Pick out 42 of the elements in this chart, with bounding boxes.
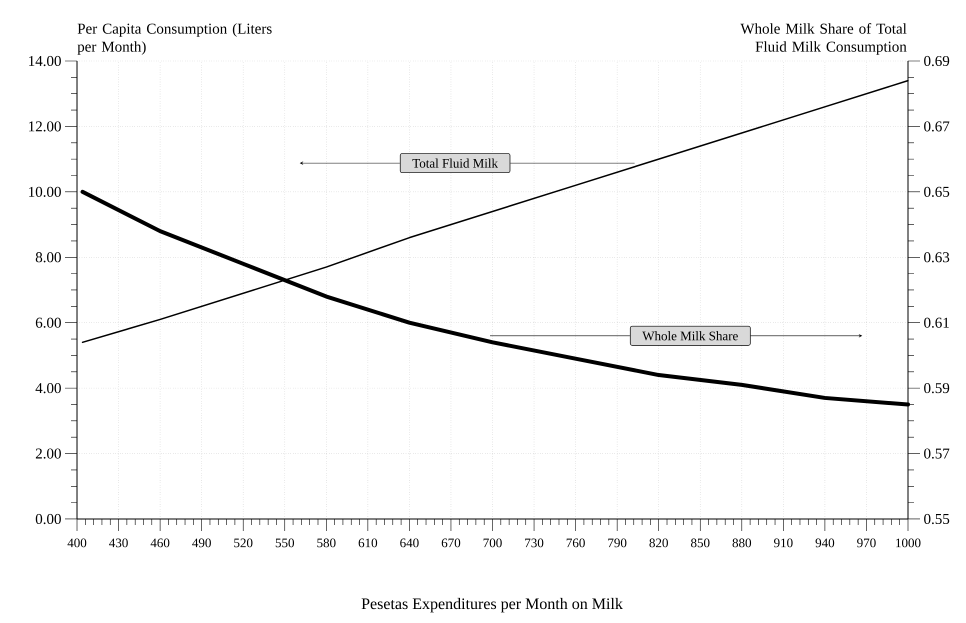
y-tick-label: 10.00: [29, 186, 61, 197]
x-tick-label: 760: [566, 538, 585, 548]
legend-label: Total Fluid Milk: [412, 158, 498, 168]
x-tick-label: 610: [358, 538, 378, 548]
x-tick-label: 790: [608, 538, 626, 548]
x-tick-label: 730: [525, 538, 544, 548]
x-tick-label: 580: [317, 538, 336, 548]
y-tick-label: 0.00: [36, 514, 61, 524]
y-axis-title: Per Capita Consumption (Liters per Month): [77, 23, 272, 55]
y-tick-label: 2.00: [36, 448, 61, 459]
x-tick-label: 520: [234, 538, 252, 548]
y2-tick-label: 0.57: [924, 448, 950, 459]
y2-tick-label: 0.67: [924, 121, 950, 132]
y-tick-label: 4.00: [36, 383, 61, 394]
y2-tick-label: 0.59: [924, 383, 950, 394]
y-tick-label: 14.00: [29, 56, 61, 66]
legend-label: Whole Milk Share: [642, 331, 738, 340]
x-tick-label: 700: [484, 538, 502, 548]
y-tick-label: 8.00: [36, 252, 61, 262]
x-axis-title: Pesetas Expenditures per Month on Milk: [362, 598, 623, 612]
y-tick-label: 12.00: [29, 121, 61, 132]
x-tick-label: 820: [649, 538, 668, 548]
y-tick-label: 6.00: [36, 318, 61, 328]
x-tick-label: 970: [857, 538, 876, 548]
y2-tick-label: 0.65: [924, 186, 950, 197]
x-tick-label: 850: [691, 538, 710, 548]
x-tick-label: 430: [109, 538, 128, 548]
y2-tick-label: 0.63: [924, 252, 950, 262]
x-tick-label: 400: [68, 538, 86, 548]
y2-axis-title: Whole Milk Share of Total Fluid Milk Consumption: [740, 23, 907, 55]
x-tick-label: 640: [400, 538, 419, 548]
x-tick-label: 460: [150, 538, 170, 548]
y2-tick-label: 0.61: [924, 318, 949, 328]
y2-tick-label: 0.55: [924, 514, 950, 524]
x-tick-label: 550: [276, 538, 294, 548]
x-tick-label: 940: [816, 538, 834, 548]
x-tick-label: 910: [774, 538, 793, 548]
y2-tick-label: 0.69: [924, 56, 950, 66]
x-tick-label: 490: [192, 538, 211, 548]
x-tick-label: 880: [732, 538, 752, 548]
x-tick-label: 670: [442, 538, 460, 548]
x-tick-label: 1000: [896, 538, 921, 548]
